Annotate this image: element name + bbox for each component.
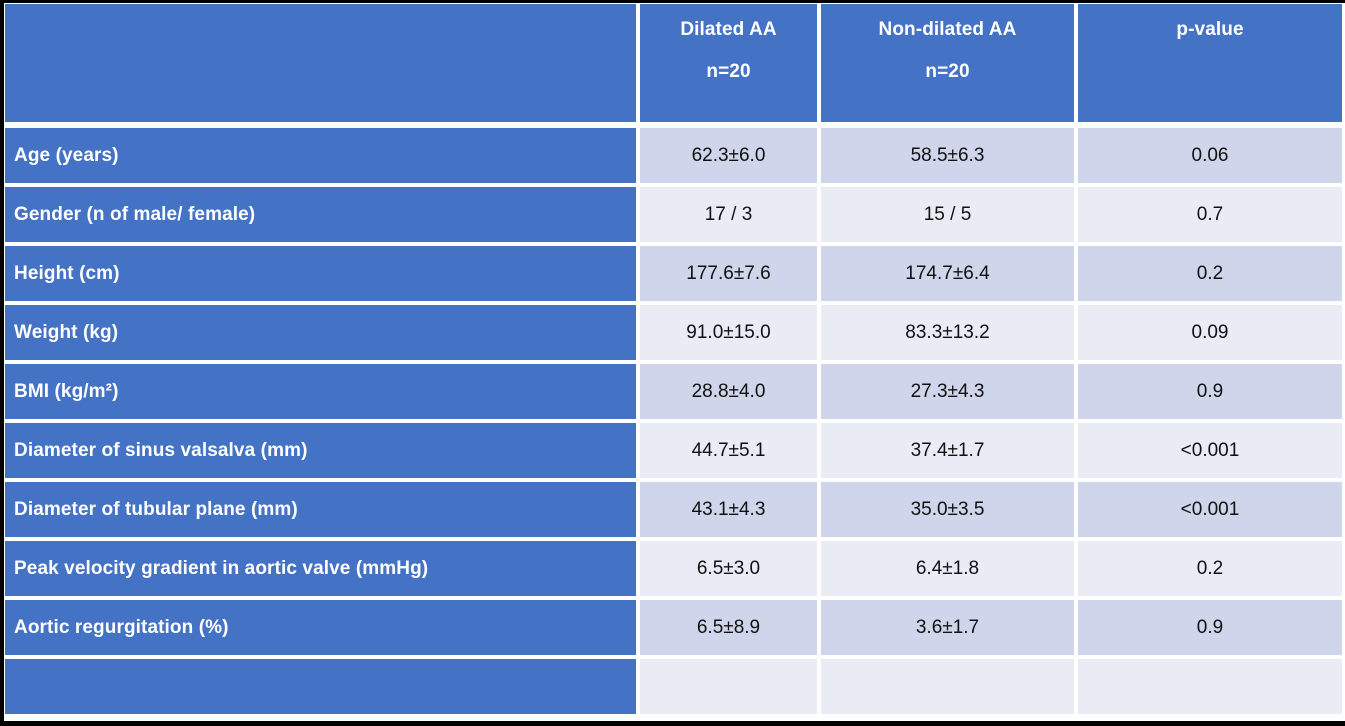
table-row: Diameter of sinus valsalva (mm) 44.7±5.1 3… (5, 423, 1342, 478)
table-sheet: Dilated AA n=20 Non-dilated AA n=20 p-va… (4, 3, 1345, 721)
table-row: Height (cm) 177.6±7.6 174.7±6.4 0.2 (5, 246, 1342, 301)
cell-p-value: <0.001 (1078, 423, 1342, 478)
cell-non-dilated-aa: 35.0±3.5 (821, 482, 1074, 537)
cell-non-dilated-aa: 27.3±4.3 (821, 364, 1074, 419)
cell-dilated-aa: 6.5±3.0 (640, 541, 817, 596)
cell-p-value: 0.09 (1078, 305, 1342, 360)
cell-p-value: 0.2 (1078, 541, 1342, 596)
row-label (5, 659, 636, 714)
cell-p-value: 0.2 (1078, 246, 1342, 301)
table-row: Aortic regurgitation (%) 6.5±8.9 3.6±1.7 0.… (5, 600, 1342, 655)
cell-non-dilated-aa: 37.4±1.7 (821, 423, 1074, 478)
cell-dilated-aa: 6.5±8.9 (640, 600, 817, 655)
cell-non-dilated-aa: 6.4±1.8 (821, 541, 1074, 596)
cell-p-value: 0.06 (1078, 128, 1342, 183)
column-header-dilated: Dilated AA n=20 (640, 4, 817, 122)
column-header-label: p-value (1176, 19, 1244, 40)
cell-non-dilated-aa: 83.3±13.2 (821, 305, 1074, 360)
table-row: Peak velocity gradient in aortic valve (… (5, 541, 1342, 596)
table-body: Age (years) 62.3±6.0 58.5±6.3 0.06 Gender (n… (5, 128, 1342, 714)
cell-p-value: 0.9 (1078, 600, 1342, 655)
column-header-label: Dilated AA (680, 19, 777, 40)
cell-non-dilated-aa: 58.5±6.3 (821, 128, 1074, 183)
row-label: BMI (kg/m²) (5, 364, 636, 419)
cell-dilated-aa: 28.8±4.0 (640, 364, 817, 419)
table-row: Age (years) 62.3±6.0 58.5±6.3 0.06 (5, 128, 1342, 183)
table-row: Diameter of tubular plane (mm) 43.1±4.3 35… (5, 482, 1342, 537)
column-header-sublabel: n=20 (706, 61, 751, 82)
cell-dilated-aa: 62.3±6.0 (640, 128, 817, 183)
row-label: Diameter of sinus valsalva (mm) (5, 423, 636, 478)
row-label: Gender (n of male/ female) (5, 187, 636, 242)
cell-dilated-aa (640, 659, 817, 714)
cell-p-value: 0.7 (1078, 187, 1342, 242)
column-header-p-value: p-value (1078, 4, 1342, 122)
cell-p-value: 0.9 (1078, 364, 1342, 419)
cell-non-dilated-aa: 174.7±6.4 (821, 246, 1074, 301)
row-label: Aortic regurgitation (%) (5, 600, 636, 655)
table-header-row: Dilated AA n=20 Non-dilated AA n=20 p-va… (5, 4, 1342, 122)
table-row: BMI (kg/m²) 28.8±4.0 27.3±4.3 0.9 (5, 364, 1342, 419)
cell-p-value: <0.001 (1078, 482, 1342, 537)
cell-dilated-aa: 43.1±4.3 (640, 482, 817, 537)
cell-non-dilated-aa: 15 / 5 (821, 187, 1074, 242)
cell-dilated-aa: 91.0±15.0 (640, 305, 817, 360)
row-label: Age (years) (5, 128, 636, 183)
column-header-label: Non-dilated AA (878, 19, 1017, 40)
table-row (5, 659, 1342, 714)
table-row: Weight (kg) 91.0±15.0 83.3±13.2 0.09 (5, 305, 1342, 360)
column-header-empty (5, 4, 636, 122)
row-label: Weight (kg) (5, 305, 636, 360)
cell-dilated-aa: 177.6±7.6 (640, 246, 817, 301)
column-header-sublabel: n=20 (925, 61, 970, 82)
cell-non-dilated-aa (821, 659, 1074, 714)
row-label: Height (cm) (5, 246, 636, 301)
row-label: Diameter of tubular plane (mm) (5, 482, 636, 537)
table-row: Gender (n of male/ female) 17 / 3 15 / 5 0.… (5, 187, 1342, 242)
cell-p-value (1078, 659, 1342, 714)
cell-dilated-aa: 17 / 3 (640, 187, 817, 242)
cell-non-dilated-aa: 3.6±1.7 (821, 600, 1074, 655)
row-label: Peak velocity gradient in aortic valve (… (5, 541, 636, 596)
cell-dilated-aa: 44.7±5.1 (640, 423, 817, 478)
column-header-non-dilated: Non-dilated AA n=20 (821, 4, 1074, 122)
